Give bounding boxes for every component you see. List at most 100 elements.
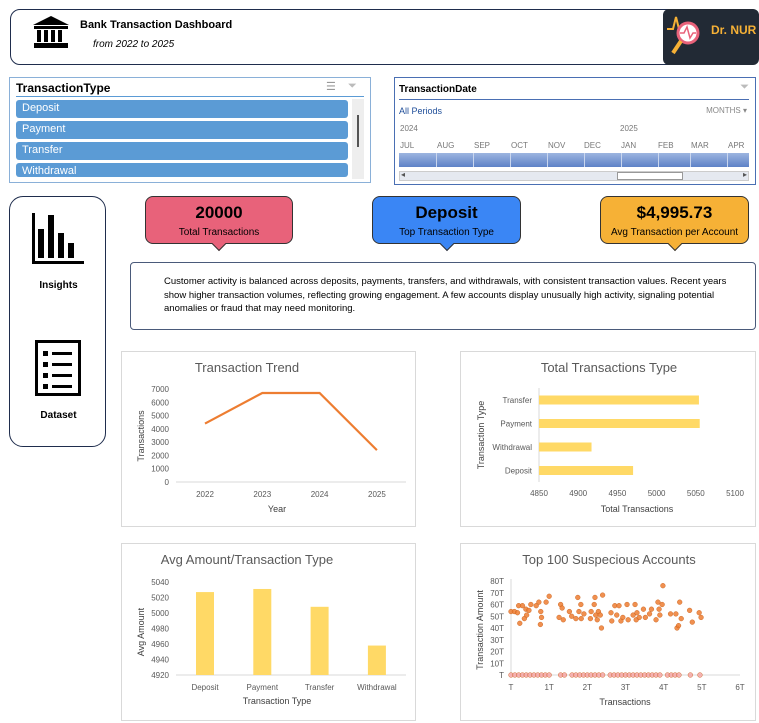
scatter-point [588, 608, 594, 615]
y-tick-label: 3000 [151, 438, 169, 447]
scatter-point [677, 599, 683, 605]
kpi-label: Avg Transaction per Account [610, 227, 739, 238]
month-label: FEB [658, 141, 674, 150]
x-tick-label: 5T [697, 683, 706, 692]
month-label: SEP [474, 141, 491, 150]
scatter-point [676, 672, 682, 678]
dashboard-title: Bank Transaction Dashboard [80, 19, 233, 31]
list-icon[interactable] [35, 340, 81, 396]
y-tick-label: 70T [490, 589, 504, 598]
y-axis-title: Transaction Amount [475, 590, 485, 670]
logo: Dr. NUR [663, 9, 759, 65]
scatter-point [657, 672, 663, 678]
slicer-title: TransactionType [16, 81, 111, 95]
clear-filter-icon[interactable]: ⏷ [740, 81, 749, 93]
callout-pointer [667, 236, 682, 252]
x-axis-title: Year [268, 504, 286, 514]
scatter-point [608, 610, 614, 616]
chart-title: Transaction Trend [195, 360, 299, 375]
kpi-value: Deposit [415, 203, 478, 222]
slicer-item-deposit[interactable]: Deposit [16, 100, 348, 118]
x-tick-label: 2023 [253, 490, 271, 499]
insights-link[interactable]: Insights [39, 280, 78, 291]
scroll-right-icon[interactable]: ▸ [742, 170, 747, 179]
scatter-point [517, 620, 523, 626]
scroll-thumb[interactable] [357, 115, 359, 147]
y-tick-label: 2000 [151, 451, 169, 460]
kpi-avg-transaction: $4,995.73 Avg Transaction per Account [600, 196, 749, 252]
time-level-dropdown[interactable]: MONTHS ▾ [706, 106, 747, 115]
y-tick-label: 4940 [151, 656, 169, 665]
logo-magnifier-icon [667, 16, 700, 55]
scatter-point [576, 608, 582, 615]
divider [399, 99, 749, 100]
chart-title: Avg Amount/Transaction Type [161, 552, 333, 567]
avg-amount-chart: Avg Amount/Transaction Type Transaction T… [121, 543, 416, 721]
scatter-point [538, 614, 545, 621]
scatter-point [620, 614, 626, 621]
scatter-point [678, 615, 684, 622]
x-axis-title: Transactions [599, 697, 651, 707]
y-tick-label: 0 [165, 478, 170, 487]
kpi-value: 20000 [195, 203, 243, 222]
y-tick-label: 80T [490, 577, 504, 586]
multi-select-icon[interactable]: ☰ [326, 81, 336, 93]
y-tick-label: Deposit [505, 467, 533, 476]
x-tick-label: 4900 [569, 489, 587, 498]
transaction-type-slicer: TransactionType ☰ ⏷ Deposit Payment Tran… [9, 77, 371, 183]
callout-pointer [439, 236, 454, 252]
y-axis-title: Avg Amount [136, 607, 146, 656]
scatter-point [578, 615, 584, 622]
scatter-point [526, 607, 532, 613]
scatter-point [648, 606, 655, 612]
dataset-link[interactable]: Dataset [40, 410, 77, 421]
bar-chart-icon[interactable] [32, 213, 84, 265]
x-tick-label: 2022 [196, 490, 214, 499]
scatter-point [587, 615, 593, 622]
scatter-point [594, 617, 600, 623]
navigation-panel: Insights Dataset [9, 196, 106, 447]
year-label: 2024 [400, 124, 418, 133]
scatter-point [656, 606, 662, 612]
bar-deposit [196, 592, 214, 675]
scatter-point [546, 593, 552, 599]
scatter-point [598, 625, 605, 631]
bar-payment [253, 588, 272, 675]
scatter-point [538, 608, 544, 615]
y-tick-label: T [499, 671, 504, 680]
x-tick-label: 2024 [311, 490, 329, 499]
scatter-point [591, 601, 597, 608]
scatter-point [653, 617, 659, 623]
timeline-scrollbar[interactable]: ◂ ▸ [399, 170, 749, 181]
kpi-top-transaction-type: Deposit Top Transaction Type [372, 196, 521, 252]
scatter-point [636, 614, 642, 621]
y-tick-label: 50T [490, 612, 504, 621]
bar-transfer [310, 606, 329, 675]
clear-filter-icon[interactable]: ⏷ [348, 80, 357, 92]
month-label: NOV [548, 141, 566, 150]
scatter-point [609, 618, 615, 624]
x-tick-label: T [509, 683, 514, 692]
y-tick-label: 5040 [151, 578, 169, 587]
x-axis-title: Transaction Type [243, 696, 312, 706]
scatter-point [561, 672, 568, 678]
scatter-point [519, 603, 526, 609]
kpi-label: Top Transaction Type [399, 227, 494, 238]
x-tick-label: Transfer [305, 683, 335, 692]
slicer-item-transfer[interactable]: Transfer [16, 142, 348, 160]
scatter-point [514, 610, 521, 616]
y-tick-label: 5020 [151, 594, 169, 603]
x-tick-label: 5000 [648, 489, 666, 498]
timeline-band[interactable] [399, 153, 749, 167]
slicer-scrollbar[interactable] [352, 99, 364, 179]
slicer-item-payment[interactable]: Payment [16, 121, 348, 139]
scatter-point [687, 607, 693, 613]
y-axis-title: Transactions [136, 410, 146, 462]
scroll-left-icon[interactable]: ◂ [401, 170, 406, 179]
scatter-point [600, 592, 606, 598]
scatter-point [640, 606, 647, 612]
scroll-thumb[interactable] [617, 172, 683, 180]
slicer-item-withdrawal[interactable]: Withdrawal [16, 163, 348, 177]
x-tick-label: Deposit [191, 683, 219, 692]
y-tick-label: 40T [490, 624, 504, 633]
